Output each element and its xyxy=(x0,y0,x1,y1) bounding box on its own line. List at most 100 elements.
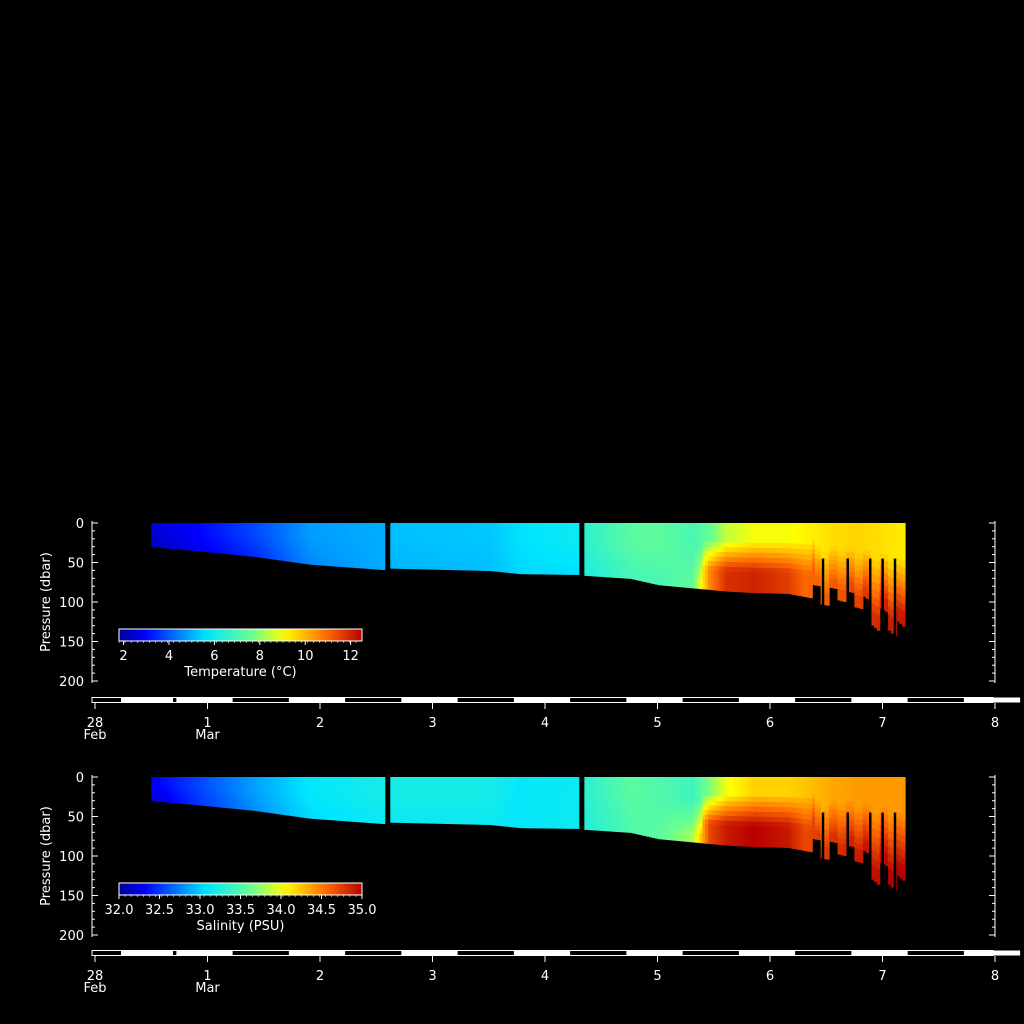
section-cell xyxy=(778,538,782,544)
section-cell xyxy=(564,526,569,531)
section-cell xyxy=(412,526,417,531)
section-cell xyxy=(606,526,611,532)
section-cell xyxy=(584,534,588,539)
section-cell xyxy=(179,534,183,537)
section-cell xyxy=(815,576,819,582)
section-cell xyxy=(221,783,225,787)
section-cell xyxy=(618,546,622,551)
section-cell xyxy=(204,547,209,551)
section-cell xyxy=(691,523,695,529)
section-cell xyxy=(185,801,189,805)
section-cell xyxy=(190,784,195,788)
section-cell xyxy=(792,528,796,534)
section-cell xyxy=(528,566,532,571)
section-cell xyxy=(564,548,569,553)
section-cell xyxy=(235,801,240,805)
section-cell xyxy=(255,779,259,783)
section-cell xyxy=(753,567,757,574)
section-cell xyxy=(471,533,476,538)
section-cell xyxy=(246,543,251,547)
section-cell xyxy=(255,551,259,555)
section-cell xyxy=(162,526,166,529)
section-cell xyxy=(370,532,375,537)
section-cell xyxy=(168,789,172,792)
section-cell xyxy=(201,793,206,796)
section-cell xyxy=(553,552,557,557)
section-cell xyxy=(477,539,481,544)
section-cell xyxy=(629,534,633,540)
section-cell xyxy=(620,542,625,548)
section-cell xyxy=(792,589,796,595)
section-cell xyxy=(829,541,833,547)
section-cell xyxy=(547,541,552,546)
section-cell xyxy=(300,551,304,555)
section-cell xyxy=(334,807,338,812)
section-cell xyxy=(283,539,287,543)
section-cell xyxy=(179,793,183,797)
section-cell xyxy=(185,788,189,791)
section-cell xyxy=(882,535,886,543)
section-cell xyxy=(789,523,794,529)
section-cell xyxy=(592,541,597,547)
section-cell xyxy=(300,802,304,807)
section-cell xyxy=(289,553,293,557)
section-cell xyxy=(429,536,434,541)
section-cell xyxy=(685,573,690,579)
section-cell xyxy=(823,598,827,606)
section-cell xyxy=(342,801,346,806)
section-cell xyxy=(545,523,549,528)
section-cell xyxy=(840,556,844,563)
section-cell xyxy=(291,539,296,543)
section-cell xyxy=(609,523,614,528)
section-cell xyxy=(249,784,254,787)
section-cell xyxy=(831,550,836,556)
section-cell xyxy=(165,785,169,789)
section-cell xyxy=(710,561,715,567)
section-cell xyxy=(353,545,358,549)
section-cell xyxy=(176,801,180,804)
section-cell xyxy=(443,559,448,564)
section-cell xyxy=(300,805,304,809)
section-cell xyxy=(218,781,223,784)
section-cell xyxy=(528,544,532,549)
section-cell xyxy=(322,789,327,793)
section-cell xyxy=(494,543,498,548)
section-cell xyxy=(367,793,372,798)
section-cell xyxy=(193,528,197,532)
section-cell xyxy=(567,537,571,542)
section-cell xyxy=(612,526,616,532)
section-cell xyxy=(806,544,810,551)
section-cell xyxy=(480,529,484,534)
section-cell xyxy=(440,565,445,570)
section-cell xyxy=(277,533,282,537)
section-cell xyxy=(272,802,276,806)
section-cell xyxy=(308,528,313,533)
section-cell xyxy=(609,538,614,543)
section-cell xyxy=(182,780,186,784)
section-cell xyxy=(373,790,377,794)
section-cell xyxy=(393,535,397,540)
section-cell xyxy=(350,818,355,822)
section-cell xyxy=(196,532,200,536)
section-cell xyxy=(770,552,774,559)
section-cell xyxy=(311,809,315,813)
section-cell xyxy=(770,582,774,589)
section-cell xyxy=(767,547,771,554)
section-cell xyxy=(733,576,737,583)
section-cell xyxy=(429,552,434,557)
section-cell xyxy=(232,797,237,800)
section-cell xyxy=(564,530,569,535)
section-cell xyxy=(393,542,397,547)
section-cell xyxy=(488,556,493,561)
section-cell xyxy=(277,790,282,794)
section-cell xyxy=(699,546,704,552)
section-cell xyxy=(289,779,293,784)
section-cell xyxy=(218,783,223,787)
section-cell xyxy=(680,573,684,579)
section-cell xyxy=(424,532,428,537)
section-cell xyxy=(187,530,192,534)
section-cell xyxy=(601,564,605,570)
section-cell xyxy=(168,784,172,787)
section-cell xyxy=(902,581,906,590)
section-cell xyxy=(606,546,611,551)
